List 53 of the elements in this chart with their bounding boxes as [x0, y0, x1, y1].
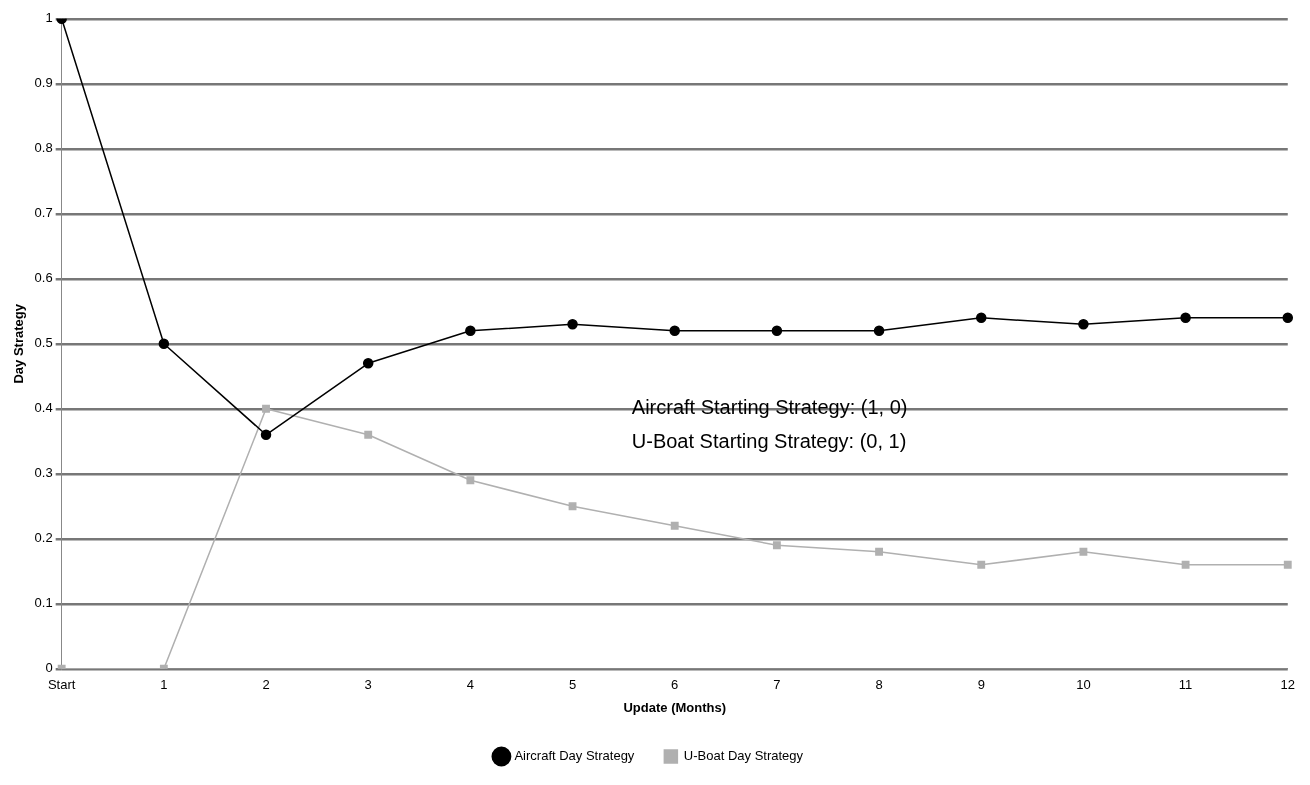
y-tick-label: 0.5: [34, 335, 53, 351]
legend-label: Aircraft Day Strategy: [514, 748, 635, 764]
point: [669, 325, 680, 337]
y-tick-label: 0.7: [34, 205, 53, 221]
point: [158, 338, 170, 350]
annotation: Aircraft Starting Strategy: (1, 0): [631, 396, 908, 419]
point: [1181, 560, 1190, 569]
point: [465, 325, 476, 337]
point: [362, 358, 374, 369]
legend-label: U-Boat Day Strategy: [683, 748, 804, 764]
y-tick-label: 0.1: [34, 595, 53, 611]
x-tick-label: 11: [1178, 677, 1193, 693]
x-tick-label: 10: [1076, 677, 1091, 693]
annotation: U-Boat Starting Strategy: (0, 1): [631, 430, 907, 453]
x-tick-label: 2: [262, 677, 270, 693]
point: [772, 541, 781, 550]
x-tick-label: Start: [47, 677, 76, 693]
point: [568, 502, 577, 511]
point: [364, 430, 373, 439]
y-tick-label: 1: [45, 10, 53, 26]
point: [977, 560, 986, 569]
point: [567, 319, 578, 330]
point: [1282, 312, 1294, 324]
x-tick-label: 5: [568, 677, 577, 693]
x-tick-label: 4: [466, 677, 474, 693]
y-tick-label: 0.3: [34, 465, 53, 481]
point: [466, 476, 475, 485]
x-tick-label: 6: [671, 677, 679, 693]
point: [262, 404, 270, 413]
y-tick-label: 0: [45, 660, 53, 676]
y-tick-label: 0.6: [34, 270, 53, 286]
point: [976, 312, 987, 324]
point: [1078, 319, 1089, 330]
point: [875, 547, 883, 556]
y-tick-label: 0.2: [34, 530, 53, 546]
point: [260, 429, 272, 441]
point: [670, 521, 679, 530]
point: [771, 325, 783, 337]
x-axis-title: Update (Months): [623, 699, 726, 715]
point: [1283, 560, 1292, 569]
y-axis-title: Day Strategy: [11, 303, 27, 384]
y-tick-label: 0.8: [34, 140, 53, 156]
point: [1079, 547, 1088, 556]
x-tick-label: 8: [875, 677, 883, 693]
y-tick-label: 0.4: [34, 400, 53, 416]
x-tick-label: 9: [977, 677, 985, 693]
x-tick-label: 12: [1280, 677, 1295, 693]
x-tick-label: 3: [364, 677, 372, 693]
point: [1180, 312, 1191, 324]
y-tick-label: 0.9: [34, 75, 53, 91]
x-tick-label: 7: [773, 677, 781, 693]
point: [873, 325, 885, 337]
x-tick-label: 1: [160, 677, 168, 693]
